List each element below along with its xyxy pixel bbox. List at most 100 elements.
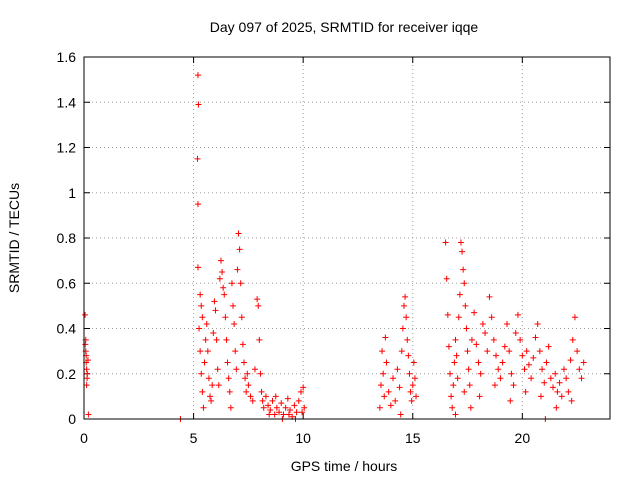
data-point-marker bbox=[238, 314, 245, 321]
y-tick-label: 1 bbox=[68, 185, 76, 201]
data-point-marker bbox=[299, 409, 306, 416]
grid-lines bbox=[84, 57, 610, 419]
y-axis-label: SRMTID / TECUs bbox=[6, 183, 22, 293]
data-point-marker bbox=[530, 354, 537, 361]
data-point-marker bbox=[444, 311, 451, 318]
data-point-marker bbox=[239, 341, 246, 348]
data-point-marker bbox=[521, 366, 528, 373]
data-point-marker bbox=[214, 366, 221, 373]
data-point-marker bbox=[255, 302, 262, 309]
data-point-marker bbox=[227, 404, 234, 411]
data-point-marker bbox=[404, 336, 411, 343]
data-point-marker bbox=[558, 393, 565, 400]
data-point-marker bbox=[291, 402, 298, 409]
y-tick-label: 1.6 bbox=[57, 49, 77, 65]
data-point-marker bbox=[467, 404, 474, 411]
data-point-marker bbox=[297, 388, 304, 395]
data-point-marker bbox=[202, 336, 209, 343]
data-point-marker bbox=[476, 393, 483, 400]
data-point-marker bbox=[244, 370, 251, 377]
data-point-marker bbox=[466, 382, 473, 389]
data-point-marker bbox=[251, 366, 258, 373]
data-point-marker bbox=[545, 343, 552, 350]
data-point-marker bbox=[201, 359, 208, 366]
data-point-marker bbox=[262, 393, 269, 400]
data-point-marker bbox=[497, 375, 504, 382]
data-point-marker bbox=[523, 348, 530, 355]
data-point-marker bbox=[451, 359, 458, 366]
data-point-marker bbox=[471, 309, 478, 316]
data-point-marker bbox=[221, 291, 228, 298]
data-point-marker bbox=[197, 291, 204, 298]
data-point-marker bbox=[278, 400, 285, 407]
data-point-marker bbox=[482, 330, 489, 337]
data-point-marker bbox=[537, 393, 544, 400]
data-point-marker bbox=[198, 302, 205, 309]
data-point-marker bbox=[407, 388, 414, 395]
data-point-marker bbox=[284, 395, 291, 402]
data-point-marker bbox=[406, 370, 413, 377]
data-point-marker bbox=[256, 336, 263, 343]
data-point-marker bbox=[571, 314, 578, 321]
data-point-marker bbox=[525, 361, 532, 368]
data-point-marker bbox=[507, 397, 514, 404]
data-point-marker bbox=[397, 411, 404, 418]
data-point-marker bbox=[258, 388, 265, 395]
data-point-marker bbox=[385, 388, 392, 395]
data-point-marker bbox=[574, 348, 581, 355]
data-point-marker bbox=[254, 296, 261, 303]
data-point-marker bbox=[488, 314, 495, 321]
data-point-marker bbox=[399, 325, 406, 332]
data-point-marker bbox=[204, 348, 211, 355]
data-point-marker bbox=[231, 320, 238, 327]
data-point-marker bbox=[383, 359, 390, 366]
data-point-marker bbox=[408, 397, 415, 404]
data-point-marker bbox=[249, 397, 256, 404]
data-point-marker bbox=[273, 404, 280, 411]
data-point-marker bbox=[392, 397, 399, 404]
data-point-marker bbox=[293, 409, 300, 416]
data-point-marker bbox=[463, 325, 470, 332]
data-point-marker bbox=[247, 393, 254, 400]
data-point-marker bbox=[213, 336, 220, 343]
data-point-marker bbox=[208, 397, 215, 404]
data-point-marker bbox=[267, 406, 274, 413]
data-point-marker bbox=[287, 406, 294, 413]
data-point-marker bbox=[536, 348, 543, 355]
data-point-marker bbox=[449, 404, 456, 411]
data-point-marker bbox=[240, 359, 247, 366]
data-point-marker bbox=[236, 246, 243, 253]
data-point-marker bbox=[232, 348, 239, 355]
data-point-marker bbox=[394, 366, 401, 373]
data-point-marker bbox=[445, 343, 452, 350]
data-point-marker bbox=[517, 336, 524, 343]
data-point-marker bbox=[301, 404, 308, 411]
data-point-marker bbox=[199, 388, 206, 395]
data-point-marker bbox=[554, 388, 561, 395]
data-point-marker bbox=[230, 302, 237, 309]
data-point-marker bbox=[84, 370, 91, 377]
data-point-marker bbox=[456, 291, 463, 298]
data-point-marker bbox=[402, 293, 409, 300]
data-point-marker bbox=[576, 366, 583, 373]
data-point-marker bbox=[569, 336, 576, 343]
data-point-marker bbox=[450, 382, 457, 389]
data-point-marker bbox=[477, 370, 484, 377]
y-tick-label: 0.8 bbox=[57, 230, 77, 246]
data-point-marker bbox=[215, 382, 222, 389]
data-point-marker bbox=[233, 366, 240, 373]
data-point-marker bbox=[207, 393, 214, 400]
data-point-marker bbox=[276, 409, 283, 416]
data-point-marker bbox=[235, 230, 242, 237]
data-point-marker bbox=[495, 366, 502, 373]
data-point-marker bbox=[484, 348, 491, 355]
data-point-marker bbox=[539, 366, 546, 373]
data-point-marker bbox=[377, 382, 384, 389]
data-point-marker bbox=[225, 375, 232, 382]
data-point-marker bbox=[380, 370, 387, 377]
data-point-marker bbox=[245, 382, 252, 389]
data-point-marker bbox=[379, 348, 386, 355]
data-point-marker bbox=[194, 201, 201, 208]
data-point-marker bbox=[452, 411, 459, 418]
data-point-marker bbox=[528, 375, 535, 382]
